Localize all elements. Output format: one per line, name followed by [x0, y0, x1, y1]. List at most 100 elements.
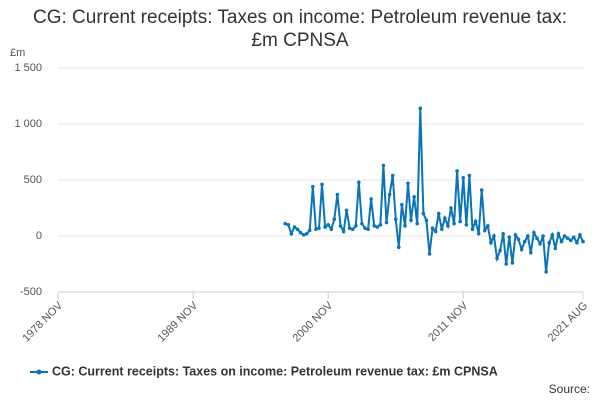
point [338, 224, 343, 228]
point [363, 226, 367, 230]
point [372, 224, 377, 228]
point [326, 223, 330, 227]
point [565, 236, 570, 241]
point [544, 270, 548, 274]
point [489, 240, 493, 245]
point [295, 227, 300, 232]
point [479, 188, 484, 192]
point [446, 224, 450, 228]
point [458, 219, 462, 224]
point [473, 219, 478, 224]
point [390, 173, 395, 178]
point [347, 226, 352, 230]
point [424, 218, 429, 223]
point [498, 248, 502, 253]
point [532, 230, 536, 235]
legend-label: CG: Current receipts: Taxes on income: P… [52, 364, 498, 378]
point [568, 238, 573, 243]
point [378, 223, 383, 227]
x-tick-label: 1978 NOV [20, 299, 65, 344]
point [507, 235, 512, 239]
point [486, 224, 490, 228]
point [350, 227, 355, 232]
point [443, 216, 447, 220]
point [418, 106, 423, 111]
legend-marker [36, 369, 42, 375]
point [553, 246, 558, 251]
point [427, 252, 432, 256]
point [335, 192, 340, 197]
point [525, 234, 530, 238]
y-axis-label: £m [10, 47, 25, 59]
point [332, 217, 337, 221]
point [476, 231, 481, 236]
point [528, 251, 533, 255]
point [381, 163, 386, 168]
point [298, 230, 303, 235]
point [400, 202, 404, 207]
point [301, 233, 306, 237]
point [516, 237, 521, 242]
point [415, 221, 420, 226]
y-tick-label: 1 000 [14, 118, 42, 130]
point [341, 229, 346, 234]
y-tick-label: 1 500 [14, 62, 42, 74]
x-tick-label: 1989 NOV [155, 299, 200, 344]
y-tick-label: 500 [24, 174, 42, 186]
point [317, 226, 321, 230]
point [449, 206, 453, 210]
point [470, 227, 475, 232]
point [307, 228, 312, 233]
point [283, 221, 287, 226]
point [292, 225, 297, 229]
point [467, 173, 472, 178]
point [461, 175, 466, 180]
point [504, 262, 509, 266]
point [375, 225, 380, 229]
point [393, 217, 398, 221]
chart-title: CG: Current receipts: Taxes on income: P… [32, 7, 567, 51]
point [314, 227, 318, 232]
point [513, 233, 518, 237]
point [396, 245, 401, 249]
point [572, 235, 576, 239]
point [581, 239, 585, 244]
point [354, 224, 358, 228]
x-tick-label: 2011 NOV [426, 299, 471, 344]
point [452, 221, 456, 226]
point [433, 229, 438, 234]
line [284, 108, 584, 272]
point [556, 231, 561, 236]
x-tick-label: 2000 NOV [291, 299, 336, 344]
point [360, 221, 364, 226]
point [501, 231, 506, 236]
point [436, 211, 441, 216]
point [559, 239, 564, 244]
point [522, 239, 527, 244]
point [323, 225, 327, 229]
point [495, 256, 499, 261]
point [550, 233, 555, 237]
point [455, 169, 459, 173]
point [538, 242, 542, 246]
point [387, 192, 392, 197]
point [384, 220, 389, 225]
point [535, 236, 539, 241]
point [510, 261, 515, 265]
point [311, 184, 315, 189]
point [492, 234, 496, 238]
point [547, 240, 552, 245]
point [366, 227, 370, 232]
x-tick-label: 2021 AUG [546, 300, 590, 344]
point [421, 211, 426, 216]
point [406, 181, 410, 186]
point [541, 234, 545, 238]
point [403, 224, 407, 228]
point [289, 231, 294, 236]
point [369, 197, 373, 201]
point [575, 240, 579, 245]
point [286, 223, 291, 227]
source: Source: [549, 382, 590, 396]
